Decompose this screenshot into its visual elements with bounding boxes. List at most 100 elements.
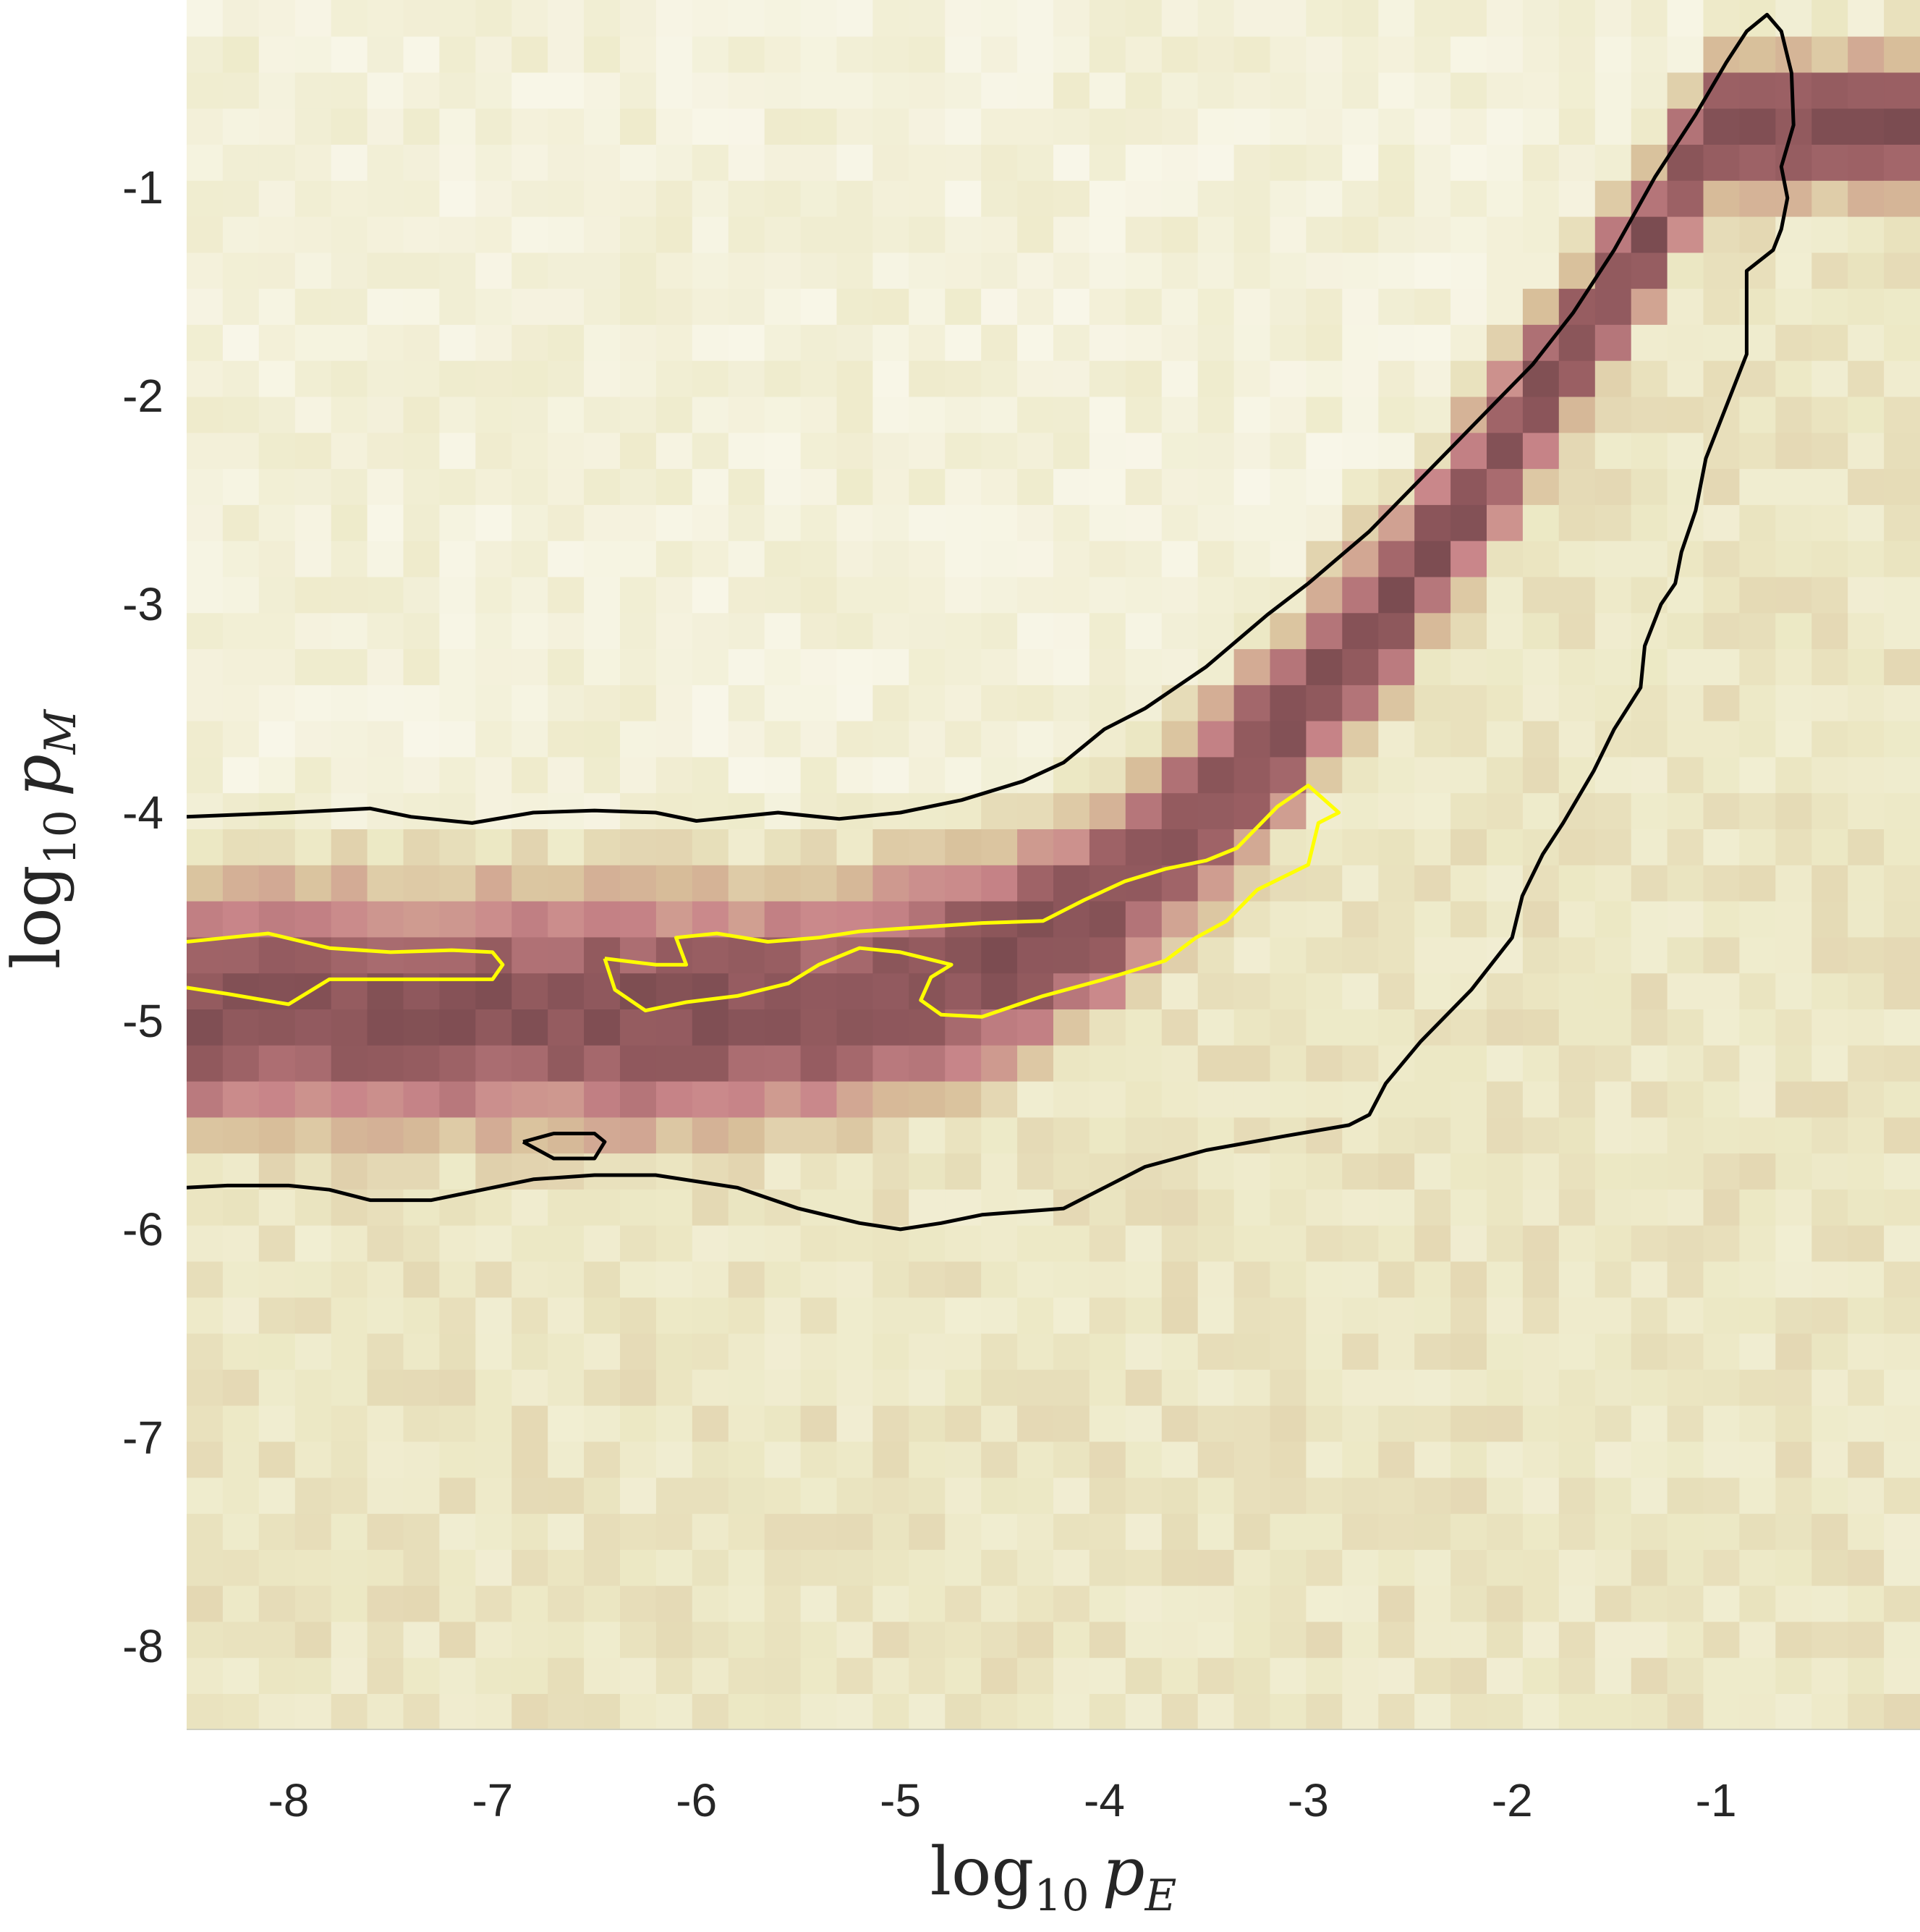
heatmap-cell bbox=[1089, 144, 1126, 181]
heatmap-cell bbox=[258, 1404, 296, 1442]
heatmap-cell bbox=[1594, 936, 1632, 974]
heatmap-cell bbox=[1848, 1369, 1885, 1406]
heatmap-cell bbox=[1270, 720, 1307, 758]
y-tick-label: -3 bbox=[122, 578, 163, 630]
heatmap-cell bbox=[872, 685, 910, 721]
heatmap-cell bbox=[1594, 180, 1632, 217]
heatmap-cell bbox=[439, 1657, 477, 1694]
heatmap-cell bbox=[1233, 288, 1271, 325]
heatmap-cell bbox=[222, 1621, 260, 1658]
heatmap-cell bbox=[981, 1404, 1018, 1442]
heatmap-cell bbox=[1342, 936, 1379, 974]
heatmap-cell bbox=[1522, 1153, 1560, 1190]
heatmap-cell bbox=[872, 35, 910, 73]
heatmap-cell bbox=[872, 865, 910, 902]
heatmap-cell bbox=[294, 540, 332, 577]
heatmap-cell bbox=[909, 829, 946, 865]
heatmap-cell bbox=[728, 288, 765, 325]
heatmap-cell bbox=[1053, 396, 1090, 433]
heatmap-cell bbox=[1089, 324, 1126, 361]
heatmap-cell bbox=[1053, 1513, 1090, 1550]
heatmap-cell bbox=[1775, 1513, 1812, 1550]
heatmap-cell bbox=[222, 1513, 260, 1550]
heatmap-cell bbox=[836, 1441, 874, 1478]
heatmap-cell bbox=[1342, 1117, 1379, 1154]
heatmap-cell bbox=[403, 936, 441, 974]
heatmap-cell bbox=[1487, 396, 1524, 433]
heatmap-cell bbox=[1089, 216, 1126, 253]
heatmap-cell bbox=[584, 1477, 621, 1514]
heatmap-cell bbox=[1522, 180, 1560, 217]
heatmap-cell bbox=[475, 1585, 512, 1622]
heatmap-cell bbox=[1739, 1693, 1777, 1729]
heatmap-cell bbox=[1414, 1441, 1451, 1478]
heatmap-cell bbox=[1558, 648, 1596, 685]
heatmap-cell bbox=[584, 685, 621, 721]
heatmap-cell bbox=[692, 288, 729, 325]
heatmap-cell bbox=[187, 900, 224, 938]
heatmap-cell bbox=[548, 576, 585, 614]
heatmap-cell bbox=[1811, 504, 1848, 541]
heatmap-cell bbox=[548, 1513, 585, 1550]
heatmap-cell bbox=[1161, 1657, 1199, 1694]
heatmap-cell bbox=[548, 0, 585, 37]
heatmap-cell bbox=[584, 1585, 621, 1622]
heatmap-cell bbox=[836, 612, 874, 650]
heatmap-cell bbox=[1848, 72, 1885, 109]
heatmap-cell bbox=[475, 1045, 512, 1082]
heatmap-cell bbox=[367, 1621, 404, 1658]
heatmap-cell bbox=[511, 648, 548, 685]
heatmap-cell bbox=[258, 432, 296, 470]
heatmap-cell bbox=[1161, 1369, 1199, 1406]
heatmap-cell bbox=[764, 1297, 802, 1334]
heatmap-cell bbox=[1197, 720, 1235, 758]
heatmap-cell bbox=[1631, 792, 1668, 829]
heatmap-cell bbox=[1703, 1224, 1741, 1262]
heatmap-cell bbox=[1450, 1585, 1487, 1622]
heatmap-cell bbox=[1703, 1297, 1741, 1334]
heatmap-cell bbox=[1450, 576, 1487, 614]
heatmap-cell bbox=[1594, 792, 1632, 829]
y-axis-label: log10pM bbox=[0, 708, 86, 969]
heatmap-cell bbox=[1558, 1369, 1596, 1406]
heatmap-cell bbox=[764, 900, 802, 938]
heatmap-cell bbox=[764, 1009, 802, 1046]
heatmap-cell bbox=[1631, 1117, 1668, 1154]
heatmap-cell bbox=[1233, 360, 1271, 397]
heatmap-cell bbox=[1631, 1441, 1668, 1478]
heatmap-cell bbox=[836, 1333, 874, 1370]
heatmap-cell bbox=[439, 540, 477, 577]
heatmap-cell bbox=[1631, 720, 1668, 758]
heatmap-cell bbox=[1884, 612, 1920, 650]
heatmap-cell bbox=[1161, 1297, 1199, 1334]
heatmap-cell bbox=[1739, 576, 1777, 614]
heatmap-cell bbox=[1378, 1549, 1415, 1586]
heatmap-cell bbox=[1053, 252, 1090, 289]
heatmap-cell bbox=[1594, 504, 1632, 541]
heatmap-cell bbox=[584, 1261, 621, 1298]
heatmap-cell bbox=[1017, 504, 1054, 541]
heatmap-cell bbox=[331, 35, 368, 73]
heatmap-cell bbox=[1487, 1693, 1524, 1729]
x-tick-label: -8 bbox=[268, 1774, 309, 1826]
heatmap-cell bbox=[1125, 1333, 1163, 1370]
heatmap-cell bbox=[1450, 936, 1487, 974]
heatmap-cell bbox=[1594, 1404, 1632, 1442]
heatmap-cell bbox=[655, 900, 693, 938]
heatmap-cell bbox=[475, 35, 512, 73]
heatmap-cell bbox=[1558, 1441, 1596, 1478]
heatmap-cell bbox=[836, 1621, 874, 1658]
heatmap-cell bbox=[403, 1693, 441, 1729]
heatmap-cell bbox=[294, 1224, 332, 1262]
heatmap-cell bbox=[187, 0, 224, 37]
heatmap-cell bbox=[439, 576, 477, 614]
heatmap-cell bbox=[764, 1404, 802, 1442]
heatmap-cell bbox=[1884, 792, 1920, 829]
heatmap-cell bbox=[1631, 252, 1668, 289]
heatmap-cell bbox=[187, 829, 224, 865]
heatmap-cell bbox=[1089, 1657, 1126, 1694]
heatmap-cell bbox=[1342, 324, 1379, 361]
heatmap-cell bbox=[403, 1009, 441, 1046]
heatmap-cell bbox=[1522, 468, 1560, 505]
heatmap-cell bbox=[294, 1549, 332, 1586]
